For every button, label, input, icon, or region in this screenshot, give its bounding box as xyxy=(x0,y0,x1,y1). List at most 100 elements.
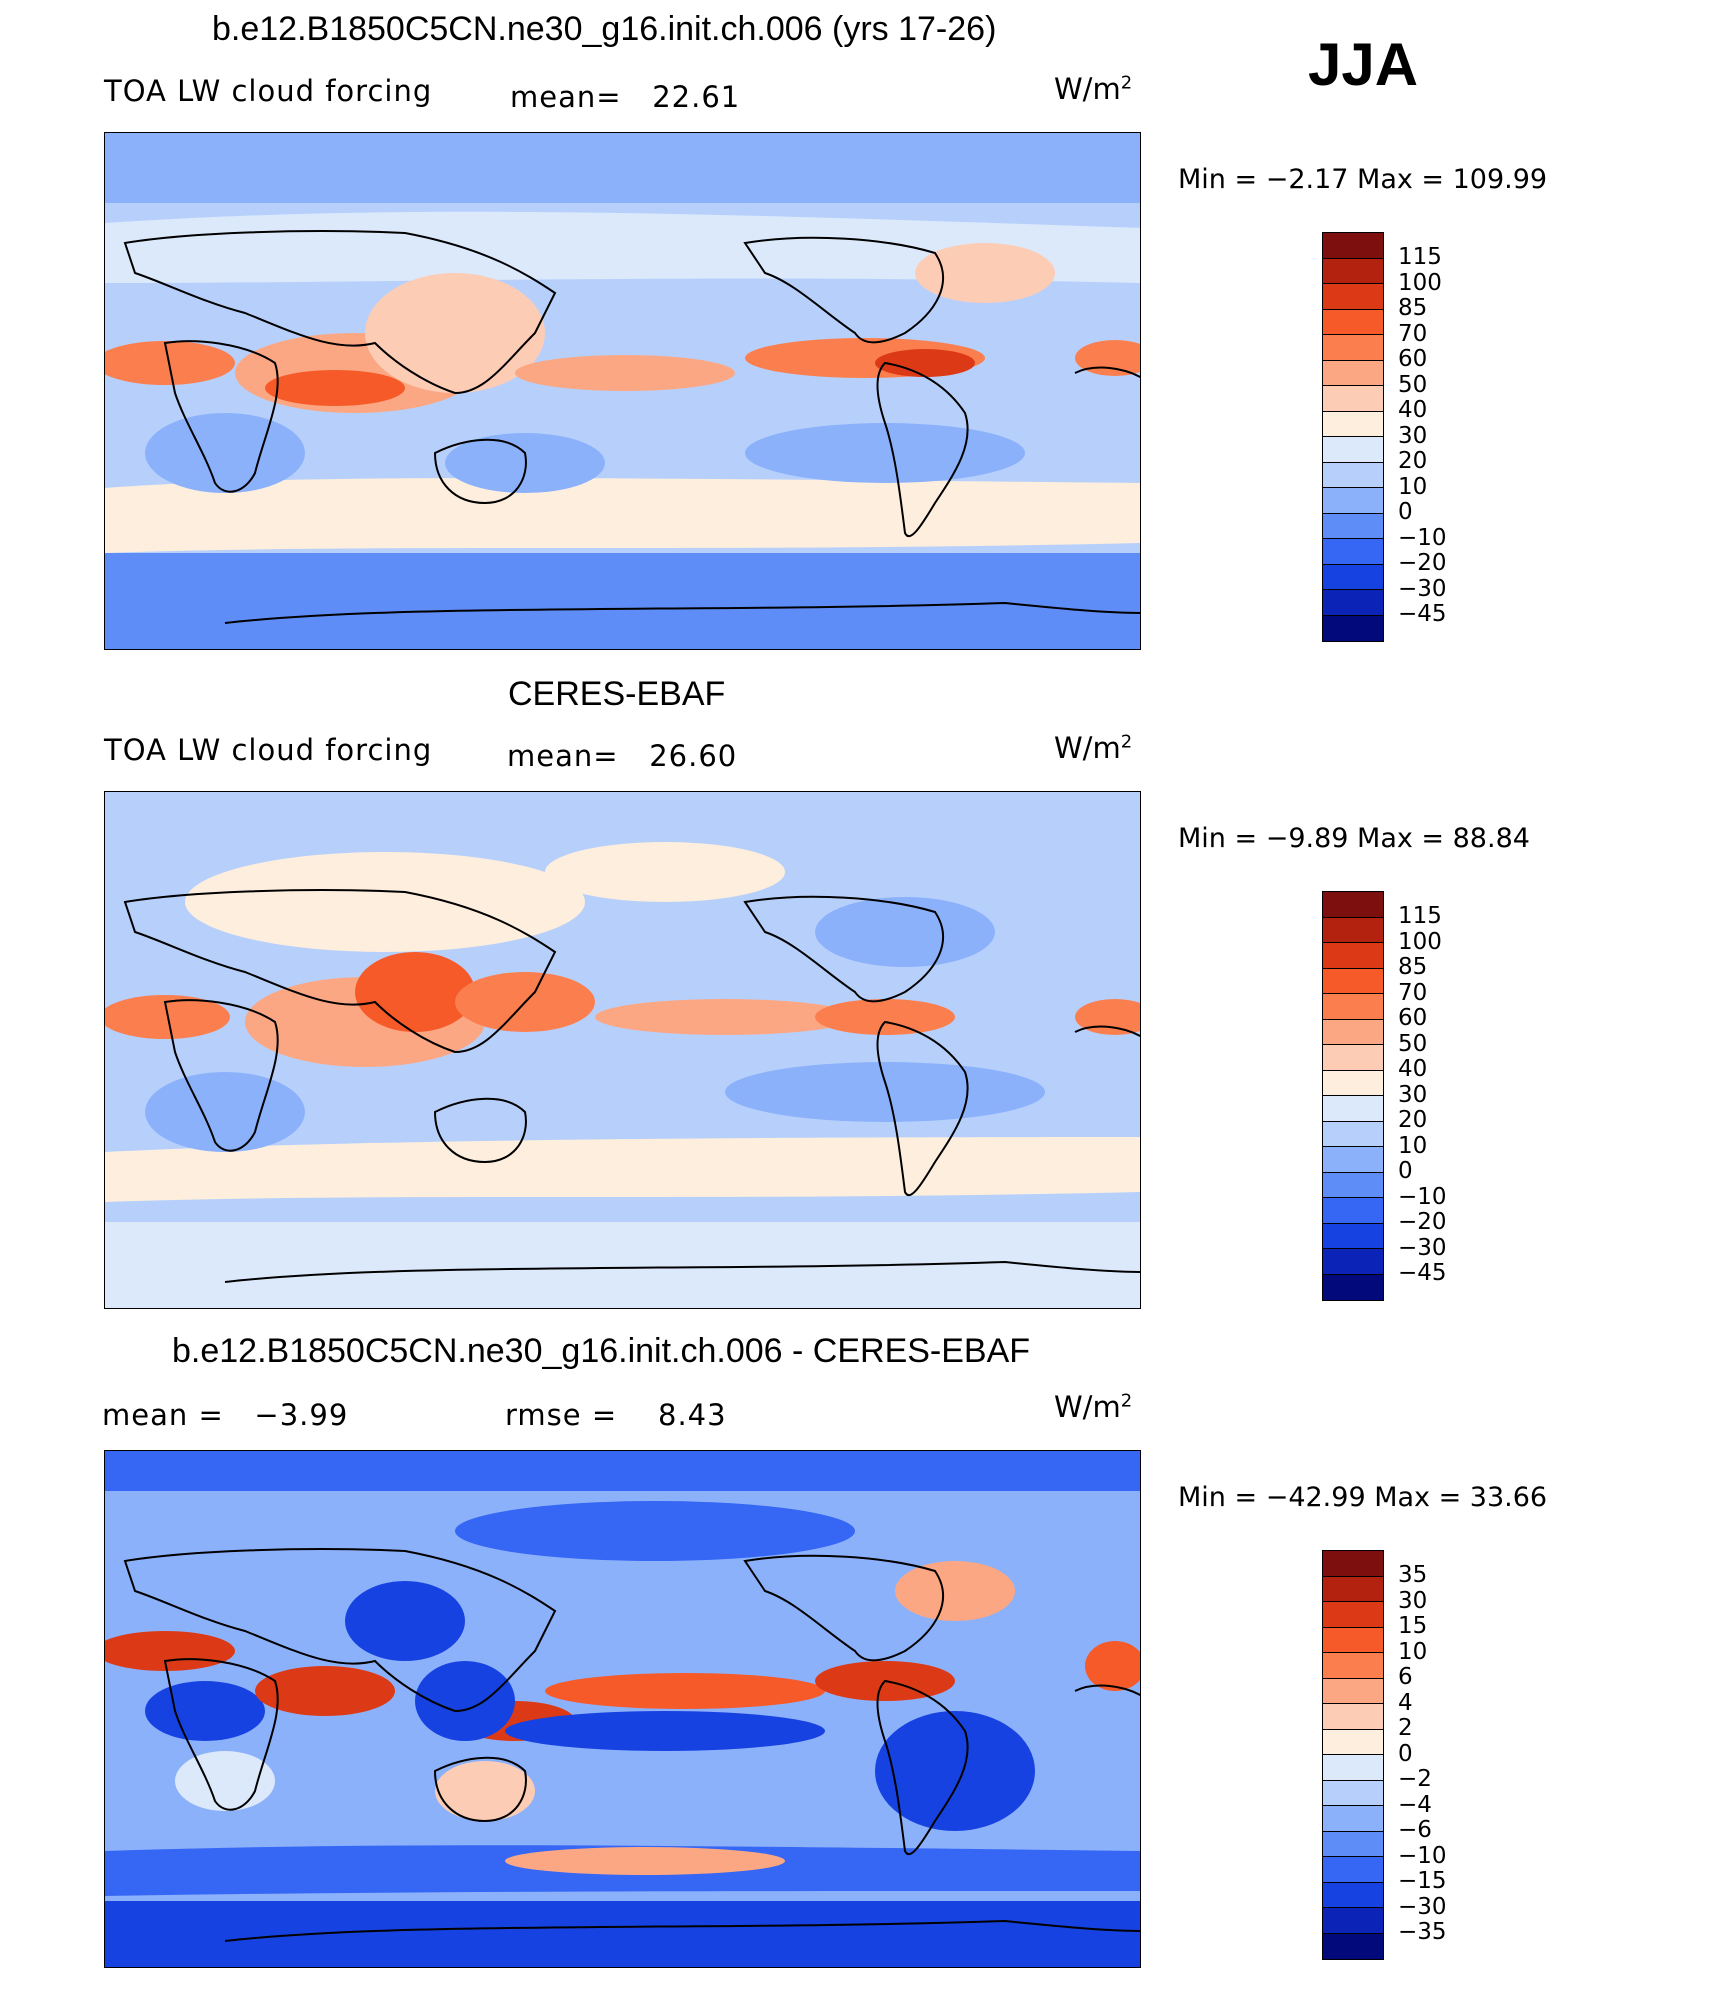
colorbar-tick-label: 85 xyxy=(1398,954,1428,980)
colorbar-tick-label: 15 xyxy=(1398,1613,1428,1639)
colorbar-tick-label: −45 xyxy=(1398,1260,1447,1286)
panel-2-min-max: Min = −9.89 Max = 88.84 xyxy=(1178,823,1530,854)
colorbar-swatch xyxy=(1323,1933,1383,1959)
colorbar-tick-label: 70 xyxy=(1398,979,1428,1006)
colorbar-swatch xyxy=(1323,1274,1383,1300)
colorbar-tick-label: 10 xyxy=(1398,1132,1428,1159)
colorbar-swatch xyxy=(1323,360,1383,386)
colorbar-swatch xyxy=(1323,386,1383,412)
colorbar-tick-label: 20 xyxy=(1398,448,1428,474)
colorbar-tick-label: 0 xyxy=(1398,1740,1413,1767)
colorbar-tick-label: 30 xyxy=(1398,1587,1428,1614)
panel-3-units: W/m2 xyxy=(1054,1390,1133,1424)
colorbar-swatch xyxy=(1323,1172,1383,1198)
colorbar-swatch xyxy=(1323,943,1383,969)
panel-1-variable-label: TOA LW cloud forcing xyxy=(104,74,433,108)
colorbar-tick-label: 60 xyxy=(1398,1005,1428,1031)
panel-3-rmse-value: 8.43 xyxy=(658,1398,727,1432)
colorbar-swatch xyxy=(1323,284,1383,310)
colorbar-swatch xyxy=(1323,1908,1383,1934)
panel-1-mean-value: 22.61 xyxy=(652,80,741,114)
colorbar-swatch xyxy=(1323,1831,1383,1857)
panel-3-map xyxy=(104,1450,1141,1968)
colorbar-swatch xyxy=(1323,539,1383,565)
panel-3-colorbar xyxy=(1322,1550,1384,1960)
colorbar-tick-label: −20 xyxy=(1398,550,1447,576)
colorbar-tick-label: 30 xyxy=(1398,1081,1428,1108)
colorbar-swatch xyxy=(1323,1882,1383,1908)
colorbar-swatch xyxy=(1323,564,1383,590)
panel-1-map xyxy=(104,132,1141,650)
colorbar-tick-label: −10 xyxy=(1398,524,1447,551)
panel-2-colorbar xyxy=(1322,891,1384,1301)
colorbar-tick-label: 0 xyxy=(1398,1158,1413,1184)
colorbar-swatch xyxy=(1323,1576,1383,1602)
colorbar-swatch xyxy=(1323,1857,1383,1883)
colorbar-tick-label: 40 xyxy=(1398,1056,1428,1082)
colorbar-tick-label: −30 xyxy=(1398,1893,1447,1920)
panel-1-min-max: Min = −2.17 Max = 109.99 xyxy=(1178,164,1548,195)
colorbar-tick-label: 60 xyxy=(1398,346,1428,372)
colorbar-tick-label: 50 xyxy=(1398,1030,1428,1057)
colorbar-tick-label: −30 xyxy=(1398,575,1447,602)
colorbar-swatch xyxy=(1323,1602,1383,1628)
colorbar-swatch xyxy=(1323,437,1383,463)
colorbar-swatch xyxy=(1323,1147,1383,1173)
colorbar-swatch xyxy=(1323,258,1383,284)
colorbar-swatch xyxy=(1323,488,1383,514)
colorbar-swatch xyxy=(1323,309,1383,335)
colorbar-tick-label: −45 xyxy=(1398,601,1447,627)
colorbar-swatch xyxy=(1323,1198,1383,1224)
panel-1-mean-label: mean= 22.61 xyxy=(510,80,741,114)
colorbar-tick-label: 10 xyxy=(1398,1638,1428,1665)
colorbar-tick-label: 10 xyxy=(1398,473,1428,500)
colorbar-tick-label: 40 xyxy=(1398,397,1428,423)
panel-2-mean-value: 26.60 xyxy=(649,739,738,773)
colorbar-tick-label: −10 xyxy=(1398,1183,1447,1210)
colorbar-tick-label: −30 xyxy=(1398,1234,1447,1261)
colorbar-swatch xyxy=(1323,233,1383,259)
colorbar-swatch xyxy=(1323,1729,1383,1755)
colorbar-tick-label: 20 xyxy=(1398,1107,1428,1133)
colorbar-tick-label: −6 xyxy=(1398,1817,1432,1843)
colorbar-tick-label: 100 xyxy=(1398,269,1442,296)
colorbar-swatch xyxy=(1323,917,1383,943)
colorbar-swatch xyxy=(1323,1019,1383,1045)
colorbar-tick-label: 100 xyxy=(1398,928,1442,955)
colorbar-tick-label: −4 xyxy=(1398,1791,1432,1818)
panel-2-units: W/m2 xyxy=(1054,731,1133,765)
colorbar-swatch xyxy=(1323,994,1383,1020)
colorbar-tick-label: −35 xyxy=(1398,1919,1447,1945)
colorbar-swatch xyxy=(1323,1704,1383,1730)
colorbar-swatch xyxy=(1323,513,1383,539)
colorbar-swatch xyxy=(1323,1121,1383,1147)
panel-1-colorbar xyxy=(1322,232,1384,642)
colorbar-swatch xyxy=(1323,968,1383,994)
colorbar-swatch xyxy=(1323,892,1383,918)
colorbar-tick-label: 0 xyxy=(1398,499,1413,525)
colorbar-swatch xyxy=(1323,1223,1383,1249)
panel-1-title: b.e12.B1850C5CN.ne30_g16.init.ch.006 (yr… xyxy=(212,10,997,48)
colorbar-tick-label: 85 xyxy=(1398,295,1428,321)
panel-3-field xyxy=(105,1451,1140,1967)
colorbar-tick-label: 115 xyxy=(1398,244,1442,270)
colorbar-swatch xyxy=(1323,1045,1383,1071)
colorbar-tick-label: 4 xyxy=(1398,1689,1413,1716)
colorbar-swatch xyxy=(1323,1551,1383,1577)
colorbar-swatch xyxy=(1323,1653,1383,1679)
colorbar-swatch xyxy=(1323,615,1383,641)
colorbar-swatch xyxy=(1323,1096,1383,1122)
colorbar-swatch xyxy=(1323,411,1383,437)
panel-3-title: b.e12.B1850C5CN.ne30_g16.init.ch.006 - C… xyxy=(172,1332,1031,1370)
season-label: JJA xyxy=(1308,31,1419,98)
panel-3-mean-label: mean = −3.99 xyxy=(102,1398,349,1432)
colorbar-swatch xyxy=(1323,1806,1383,1832)
colorbar-tick-label: 35 xyxy=(1398,1562,1428,1588)
colorbar-swatch xyxy=(1323,1249,1383,1275)
colorbar-swatch xyxy=(1323,1627,1383,1653)
panel-2-mean-label: mean= 26.60 xyxy=(507,739,738,773)
colorbar-tick-label: 115 xyxy=(1398,903,1442,929)
colorbar-tick-label: 2 xyxy=(1398,1715,1413,1741)
panel-3-mean-value: −3.99 xyxy=(254,1398,349,1432)
colorbar-swatch xyxy=(1323,335,1383,361)
